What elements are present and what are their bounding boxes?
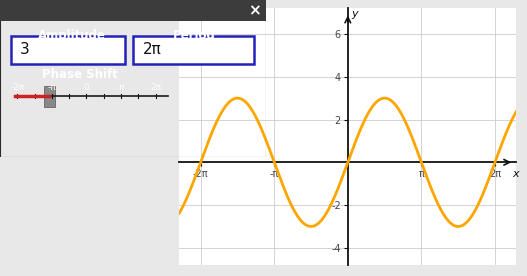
FancyBboxPatch shape: [44, 86, 55, 107]
Text: x: x: [512, 169, 519, 179]
Text: Amplitude: Amplitude: [38, 29, 106, 42]
Text: π: π: [119, 83, 124, 92]
FancyBboxPatch shape: [133, 36, 254, 64]
Text: ×: ×: [248, 3, 260, 18]
Text: 2π: 2π: [142, 42, 161, 57]
Text: 3: 3: [20, 42, 30, 57]
Text: y: y: [351, 9, 358, 18]
FancyBboxPatch shape: [11, 36, 125, 64]
FancyBboxPatch shape: [0, 0, 266, 21]
Text: -2π: -2π: [10, 83, 24, 92]
Text: Period: Period: [173, 29, 216, 42]
Text: -π: -π: [47, 83, 56, 92]
Text: Phase Shift: Phase Shift: [42, 68, 118, 81]
Text: 0: 0: [84, 83, 90, 92]
Text: 2π: 2π: [150, 83, 161, 92]
